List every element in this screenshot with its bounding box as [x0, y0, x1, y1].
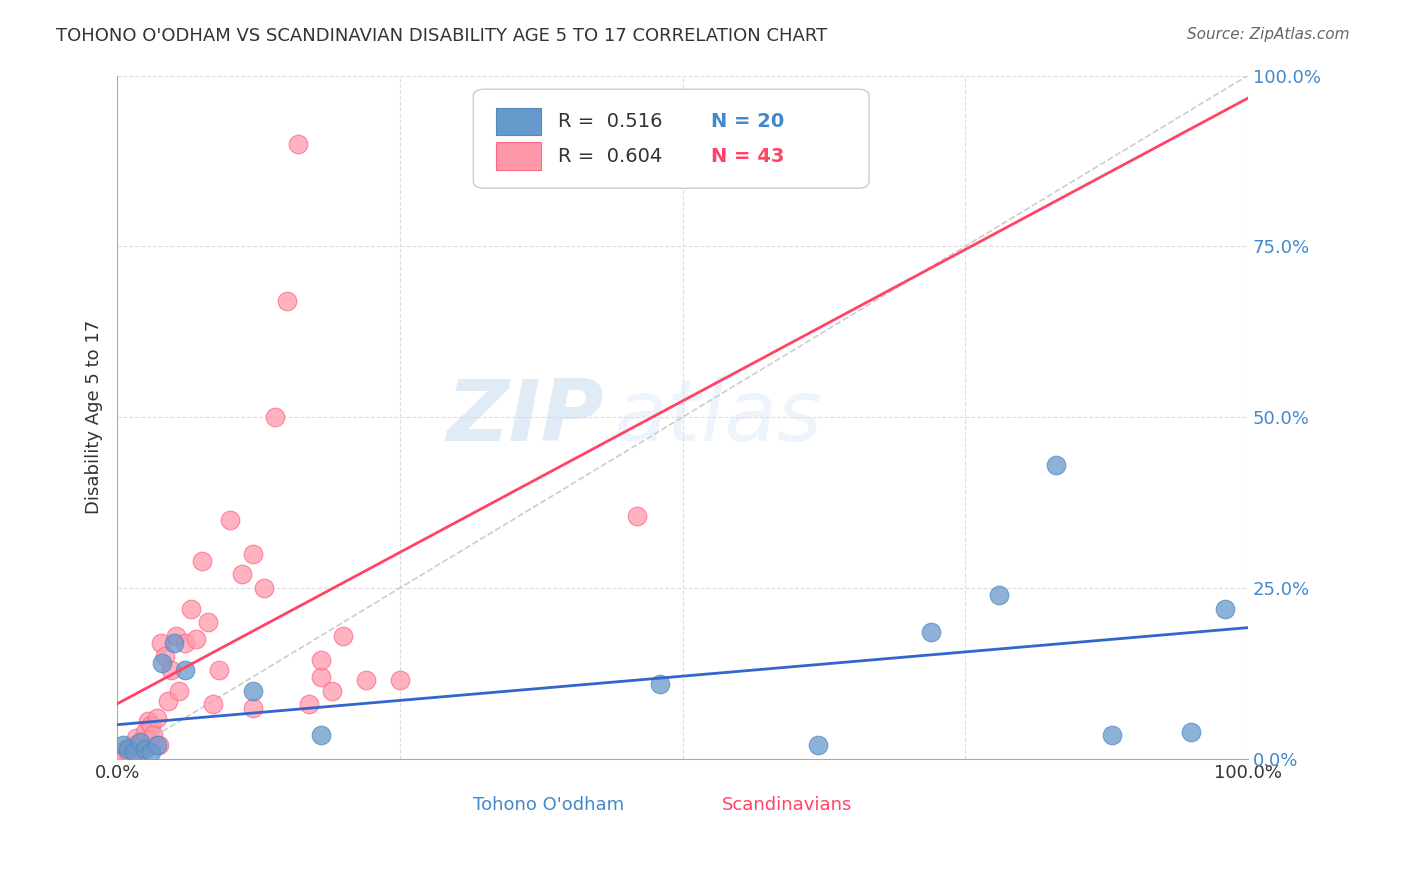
Point: [128, 741, 150, 756]
Point: [242, 683, 264, 698]
Point: [139, 717, 162, 731]
Point: [186, 632, 208, 647]
Point: [152, 656, 174, 670]
Point: [115, 741, 138, 756]
Point: [388, 673, 411, 688]
Point: [231, 567, 253, 582]
Point: [142, 728, 165, 742]
Point: [125, 731, 148, 746]
Point: [219, 513, 242, 527]
Text: atlas: atlas: [614, 376, 823, 458]
Point: [197, 615, 219, 630]
Point: [157, 694, 180, 708]
Point: [276, 293, 298, 308]
Point: [1180, 724, 1202, 739]
Point: [920, 625, 942, 640]
Text: N = 43: N = 43: [711, 146, 785, 166]
Point: [139, 745, 162, 759]
Point: [134, 741, 156, 756]
FancyBboxPatch shape: [676, 796, 709, 815]
Point: [321, 683, 343, 698]
Point: [242, 547, 264, 561]
Point: [648, 676, 671, 690]
Point: [1101, 728, 1123, 742]
Point: [134, 724, 156, 739]
Point: [169, 683, 191, 698]
Point: [136, 714, 159, 729]
Point: [309, 728, 332, 742]
Text: Tohono O'odham: Tohono O'odham: [474, 797, 624, 814]
Text: TOHONO O'ODHAM VS SCANDINAVIAN DISABILITY AGE 5 TO 17 CORRELATION CHART: TOHONO O'ODHAM VS SCANDINAVIAN DISABILIT…: [56, 27, 828, 45]
Point: [174, 636, 197, 650]
Point: [122, 738, 145, 752]
Point: [131, 735, 153, 749]
Point: [145, 711, 167, 725]
Point: [253, 581, 276, 595]
Point: [309, 653, 332, 667]
Point: [626, 509, 648, 524]
Text: R =  0.604: R = 0.604: [558, 146, 662, 166]
Point: [128, 735, 150, 749]
Point: [163, 636, 186, 650]
Point: [111, 748, 134, 763]
Point: [309, 670, 332, 684]
FancyBboxPatch shape: [496, 143, 541, 169]
Point: [122, 745, 145, 759]
FancyBboxPatch shape: [427, 796, 460, 815]
Text: Source: ZipAtlas.com: Source: ZipAtlas.com: [1187, 27, 1350, 42]
Point: [242, 700, 264, 714]
Point: [988, 588, 1011, 602]
Point: [120, 747, 142, 761]
Point: [165, 629, 187, 643]
Point: [1045, 458, 1067, 472]
Point: [117, 741, 139, 756]
Point: [153, 649, 176, 664]
Text: Scandinavians: Scandinavians: [723, 797, 852, 814]
Point: [145, 738, 167, 752]
Point: [174, 663, 197, 677]
Point: [332, 629, 354, 643]
Point: [150, 636, 173, 650]
Y-axis label: Disability Age 5 to 17: Disability Age 5 to 17: [86, 320, 103, 515]
Point: [148, 738, 170, 752]
Point: [180, 601, 202, 615]
Point: [264, 410, 287, 425]
FancyBboxPatch shape: [496, 108, 541, 135]
Point: [191, 554, 214, 568]
Point: [807, 738, 830, 752]
Point: [298, 697, 321, 711]
Text: N = 20: N = 20: [711, 112, 785, 131]
Text: ZIP: ZIP: [446, 376, 603, 458]
Point: [202, 697, 225, 711]
FancyBboxPatch shape: [474, 89, 869, 188]
Point: [208, 663, 231, 677]
Text: R =  0.516: R = 0.516: [558, 112, 662, 131]
Point: [111, 738, 134, 752]
Point: [160, 663, 183, 677]
Point: [287, 136, 309, 151]
Point: [354, 673, 377, 688]
Point: [1213, 601, 1236, 615]
Point: [117, 745, 139, 759]
